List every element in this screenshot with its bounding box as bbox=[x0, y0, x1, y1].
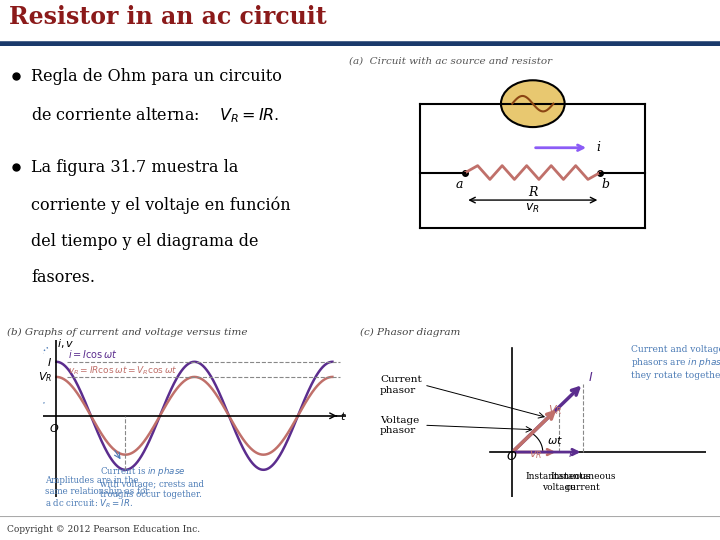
Text: $v_R$: $v_R$ bbox=[529, 449, 542, 461]
Text: $O$: $O$ bbox=[49, 422, 59, 434]
Text: La figura 31.7 muestra la: La figura 31.7 muestra la bbox=[31, 159, 238, 176]
Text: Regla de Ohm para un circuito: Regla de Ohm para un circuito bbox=[31, 68, 282, 85]
Circle shape bbox=[501, 80, 564, 127]
Text: Resistor in an ac circuit: Resistor in an ac circuit bbox=[9, 5, 326, 30]
Text: del tiempo y el diagrama de: del tiempo y el diagrama de bbox=[31, 233, 258, 250]
Text: de corriente alterna:    $V_R = IR.$: de corriente alterna: $V_R = IR.$ bbox=[31, 105, 279, 125]
Text: $I$: $I$ bbox=[48, 356, 53, 368]
Text: corriente y el voltaje en función: corriente y el voltaje en función bbox=[31, 197, 290, 214]
Text: Instantaneous
current: Instantaneous current bbox=[551, 472, 616, 491]
Text: (c) Phasor diagram: (c) Phasor diagram bbox=[360, 328, 460, 336]
Text: $t$: $t$ bbox=[340, 410, 347, 422]
Text: $\omega t$: $\omega t$ bbox=[547, 434, 563, 446]
Text: Voltage
phasor: Voltage phasor bbox=[380, 415, 419, 435]
Text: Instantaneous
voltage: Instantaneous voltage bbox=[526, 472, 591, 491]
Text: $i, v$: $i, v$ bbox=[58, 337, 75, 350]
Text: $v_R = IR\cos\omega t = V_R\cos\omega t$: $v_R = IR\cos\omega t = V_R\cos\omega t$ bbox=[68, 364, 178, 377]
Text: a: a bbox=[456, 178, 464, 191]
Text: Current
phasor: Current phasor bbox=[380, 375, 422, 395]
Text: Amplitudes are in the
same relationship as for
a dc circuit: $V_R = IR$.: Amplitudes are in the same relationship … bbox=[45, 476, 150, 510]
Text: $I$: $I$ bbox=[588, 372, 593, 384]
Text: $V_R$: $V_R$ bbox=[549, 403, 562, 417]
Text: Current is $\it{in\ phase}$
with voltage; crests and
troughs occur together.: Current is $\it{in\ phase}$ with voltage… bbox=[100, 465, 204, 500]
Text: (a)  Circuit with ac source and resistor: (a) Circuit with ac source and resistor bbox=[349, 57, 552, 66]
Text: i: i bbox=[596, 141, 600, 154]
Text: $v_R$: $v_R$ bbox=[526, 202, 540, 215]
Text: Current and voltage
phasors are $\it{in\ phase}$:
they rotate together.: Current and voltage phasors are $\it{in\… bbox=[631, 346, 720, 380]
Text: $O$: $O$ bbox=[505, 450, 517, 463]
Text: $V_R$: $V_R$ bbox=[38, 370, 53, 384]
Text: (b) Graphs of current and voltage versus time: (b) Graphs of current and voltage versus… bbox=[7, 328, 248, 336]
Text: $i$: $i$ bbox=[568, 448, 573, 460]
Text: R: R bbox=[528, 186, 538, 199]
Text: b: b bbox=[602, 178, 610, 191]
Text: Copyright © 2012 Pearson Education Inc.: Copyright © 2012 Pearson Education Inc. bbox=[7, 524, 200, 534]
Text: fasores.: fasores. bbox=[31, 269, 95, 286]
Text: $i = I\cos\omega t$: $i = I\cos\omega t$ bbox=[68, 348, 118, 360]
